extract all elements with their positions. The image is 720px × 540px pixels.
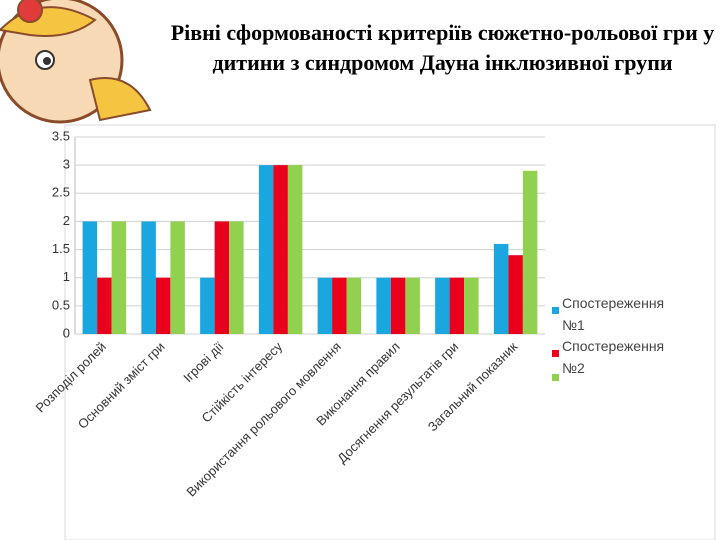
bar: [170, 221, 185, 334]
bar: [258, 165, 274, 334]
bar: [155, 277, 171, 334]
bar: [229, 221, 244, 334]
y-tick-label: 1.5: [52, 241, 70, 256]
y-tick-label: 0: [63, 325, 70, 340]
legend-swatch: [552, 307, 559, 314]
bar: [522, 170, 538, 334]
bar: [405, 277, 420, 334]
x-tick-label: Ігрові дії: [180, 339, 226, 385]
bar: [508, 255, 523, 334]
legend-label: Спостереження №2: [562, 338, 665, 376]
bar: [97, 277, 112, 334]
y-tick-label: 1: [63, 269, 70, 284]
legend-swatch: [552, 374, 559, 381]
bar: [346, 277, 362, 334]
bar: [390, 277, 406, 334]
y-tick-label: 3.5: [52, 128, 70, 143]
bar: [493, 243, 509, 334]
bar: [200, 277, 215, 334]
legend-swatch: [552, 350, 559, 357]
bar: [287, 165, 303, 334]
bar: [214, 221, 230, 334]
chart-frame: [64, 124, 716, 540]
y-tick-label: 0.5: [52, 297, 70, 312]
decoration: [0, 0, 152, 124]
x-tick-label: Досягнення результатів гри: [334, 339, 461, 466]
bar: [376, 277, 391, 334]
chart-title: Рівні сформованості критеріїв сюжетно-ро…: [170, 20, 715, 75]
legend-label: Спостереження №1: [562, 295, 665, 333]
bar: [332, 277, 347, 334]
bar: [435, 277, 450, 334]
bar: [82, 221, 98, 334]
y-tick-label: 2.5: [52, 185, 70, 200]
y-tick-label: 3: [63, 157, 70, 172]
bar: [317, 277, 333, 334]
y-tick-label: 2: [63, 213, 70, 228]
bar: [464, 277, 479, 334]
bar: [449, 277, 465, 334]
bar: [273, 165, 288, 334]
bar: [141, 221, 156, 334]
bar: [111, 221, 127, 334]
